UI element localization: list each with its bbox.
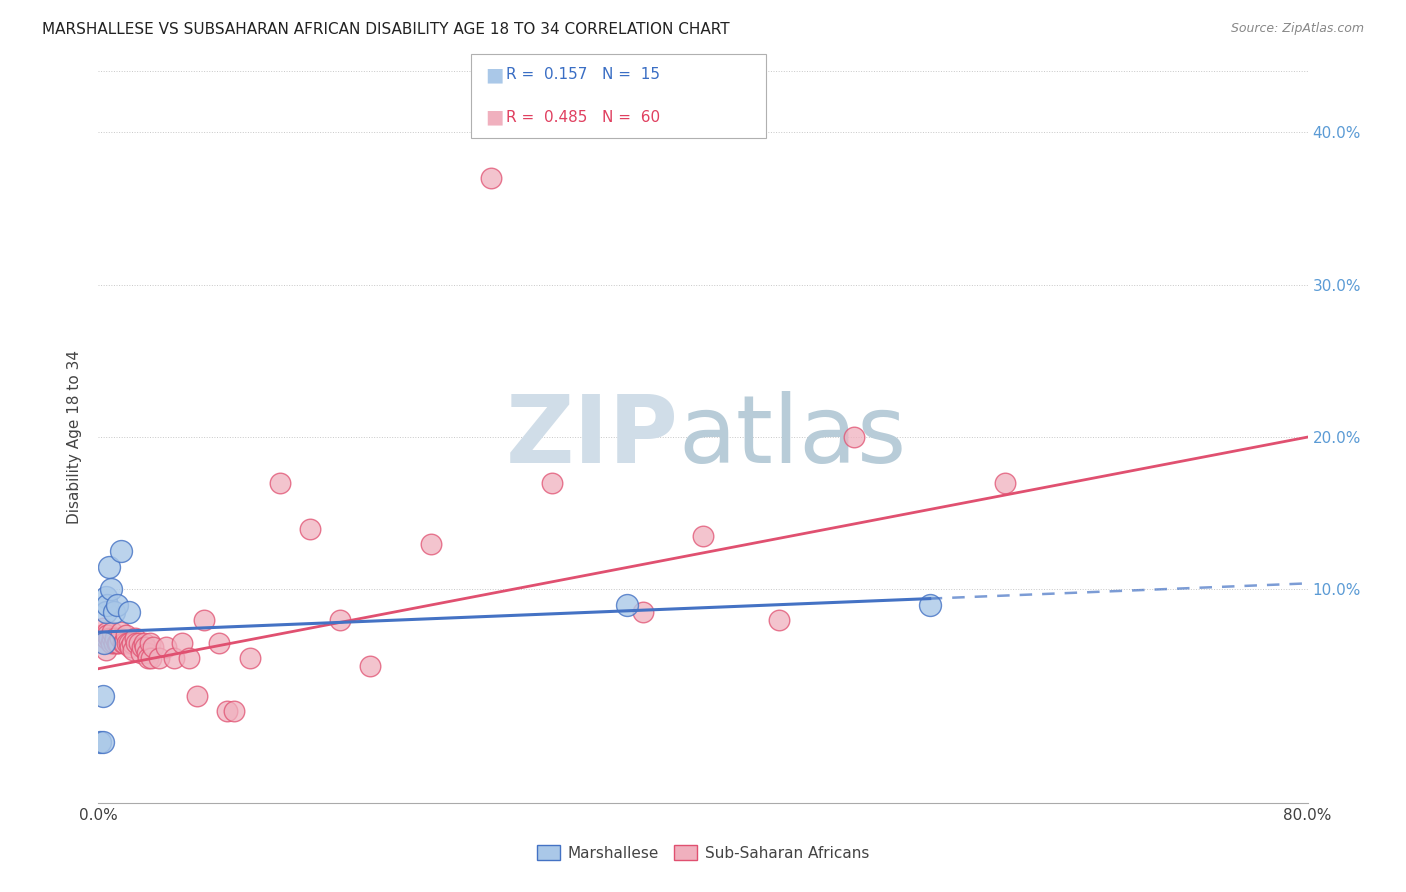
Point xyxy=(215,705,238,719)
Point xyxy=(91,621,114,635)
Point xyxy=(121,636,143,650)
Point xyxy=(269,475,291,490)
Y-axis label: Disability Age 18 to 34: Disability Age 18 to 34 xyxy=(67,350,83,524)
Point xyxy=(540,475,562,490)
Point xyxy=(142,640,165,655)
Text: R =  0.157   N =  15: R = 0.157 N = 15 xyxy=(506,67,661,82)
Point xyxy=(110,625,132,640)
Point xyxy=(118,605,141,619)
Point xyxy=(105,636,128,650)
Point xyxy=(148,651,170,665)
Point xyxy=(134,640,156,655)
Point xyxy=(692,529,714,543)
Point xyxy=(179,651,201,665)
Point xyxy=(122,643,145,657)
Point xyxy=(93,636,115,650)
Point xyxy=(128,636,150,650)
Point xyxy=(420,537,443,551)
Point xyxy=(110,544,132,558)
Point xyxy=(208,636,231,650)
Point xyxy=(120,640,142,655)
Point xyxy=(94,632,117,646)
Point xyxy=(163,651,186,665)
Point xyxy=(114,628,136,642)
Text: R =  0.485   N =  60: R = 0.485 N = 60 xyxy=(506,110,661,125)
Point xyxy=(131,640,153,655)
Point xyxy=(360,658,382,673)
Text: ■: ■ xyxy=(485,65,503,84)
Point xyxy=(91,735,114,749)
Point xyxy=(101,632,124,646)
Point xyxy=(616,598,638,612)
Point xyxy=(108,632,131,646)
Text: Source: ZipAtlas.com: Source: ZipAtlas.com xyxy=(1230,22,1364,36)
Point xyxy=(100,582,122,597)
Point xyxy=(96,598,118,612)
Point xyxy=(100,636,122,650)
Point xyxy=(329,613,352,627)
Point xyxy=(93,636,115,650)
Point xyxy=(98,632,121,646)
Point xyxy=(768,613,790,627)
Point xyxy=(94,590,117,604)
Text: ■: ■ xyxy=(485,108,503,127)
Point xyxy=(94,643,117,657)
Point xyxy=(135,647,157,661)
Point xyxy=(129,647,152,661)
Point xyxy=(481,171,503,186)
Point xyxy=(994,475,1017,490)
Point xyxy=(107,636,129,650)
Point xyxy=(112,636,135,650)
Point xyxy=(104,632,127,646)
Point xyxy=(103,605,125,619)
Text: MARSHALLESE VS SUBSAHARAN AFRICAN DISABILITY AGE 18 TO 34 CORRELATION CHART: MARSHALLESE VS SUBSAHARAN AFRICAN DISABI… xyxy=(42,22,730,37)
Point xyxy=(224,705,246,719)
Point xyxy=(155,640,177,655)
Text: atlas: atlas xyxy=(679,391,907,483)
Point xyxy=(186,689,208,703)
Point xyxy=(141,651,163,665)
Point xyxy=(98,559,121,574)
Text: ZIP: ZIP xyxy=(506,391,679,483)
Point xyxy=(111,636,134,650)
Point xyxy=(96,628,118,642)
Point xyxy=(105,598,128,612)
Legend: Marshallese, Sub-Saharan Africans: Marshallese, Sub-Saharan Africans xyxy=(529,837,877,868)
Point xyxy=(101,625,124,640)
Point xyxy=(103,636,125,650)
Point xyxy=(139,636,162,650)
Point xyxy=(91,689,114,703)
Point xyxy=(193,613,215,627)
Point xyxy=(94,605,117,619)
Point xyxy=(170,636,193,650)
Point xyxy=(299,521,322,535)
Point xyxy=(844,430,866,444)
Point xyxy=(89,735,111,749)
Point xyxy=(631,605,654,619)
Point xyxy=(124,632,146,646)
Point xyxy=(136,651,159,665)
Point xyxy=(918,598,941,612)
Point xyxy=(125,636,148,650)
Point xyxy=(239,651,262,665)
Point xyxy=(115,636,138,650)
Point xyxy=(90,628,112,642)
Point xyxy=(132,636,155,650)
Point xyxy=(96,625,118,640)
Point xyxy=(118,636,141,650)
